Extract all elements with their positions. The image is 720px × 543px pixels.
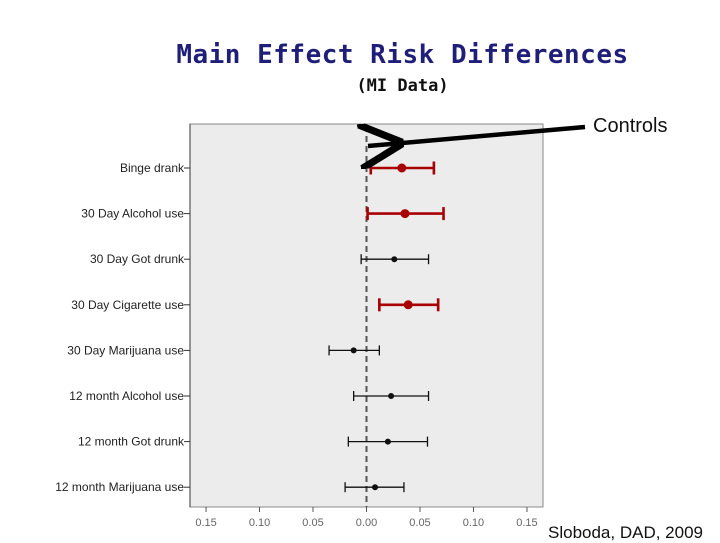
estimate-point — [384, 438, 391, 445]
y-tick-label: 12 month Alcohol use — [69, 389, 184, 403]
x-tick-label: 0.15 — [516, 517, 537, 529]
y-tick-label: 12 month Marijuana use — [55, 480, 184, 494]
estimate-point — [350, 347, 357, 354]
controls-arrow — [368, 127, 586, 146]
estimate-point — [403, 300, 413, 310]
estimate-point — [391, 256, 398, 263]
chart-title: Main Effect Risk Differences — [176, 40, 629, 70]
x-tick-label: 0.15 — [195, 517, 216, 529]
estimate-point — [372, 484, 379, 491]
y-tick-label: 30 Day Marijuana use — [67, 343, 184, 357]
estimate-point — [400, 209, 410, 219]
y-tick-label: 30 Day Got drunk — [90, 252, 185, 266]
chart-subtitle: (MI Data) — [356, 76, 449, 96]
x-tick-label: 0.00 — [356, 517, 377, 529]
x-tick-label: 0.05 — [409, 517, 430, 529]
estimate-point — [397, 163, 407, 173]
x-tick-label: 0.10 — [463, 517, 484, 529]
y-tick-label: 30 Day Cigarette use — [71, 298, 184, 312]
estimate-point — [388, 393, 395, 399]
x-tick-label: 0.05 — [302, 517, 323, 529]
y-tick-label: 30 Day Alcohol use — [81, 207, 184, 221]
source-credit: Sloboda, DAD, 2009 — [548, 523, 703, 542]
x-tick-label: 0.10 — [249, 517, 270, 529]
y-tick-label: Binge drank — [120, 161, 185, 175]
y-tick-label: 12 month Got drunk — [78, 435, 185, 449]
controls-annotation: Controls — [593, 115, 668, 137]
